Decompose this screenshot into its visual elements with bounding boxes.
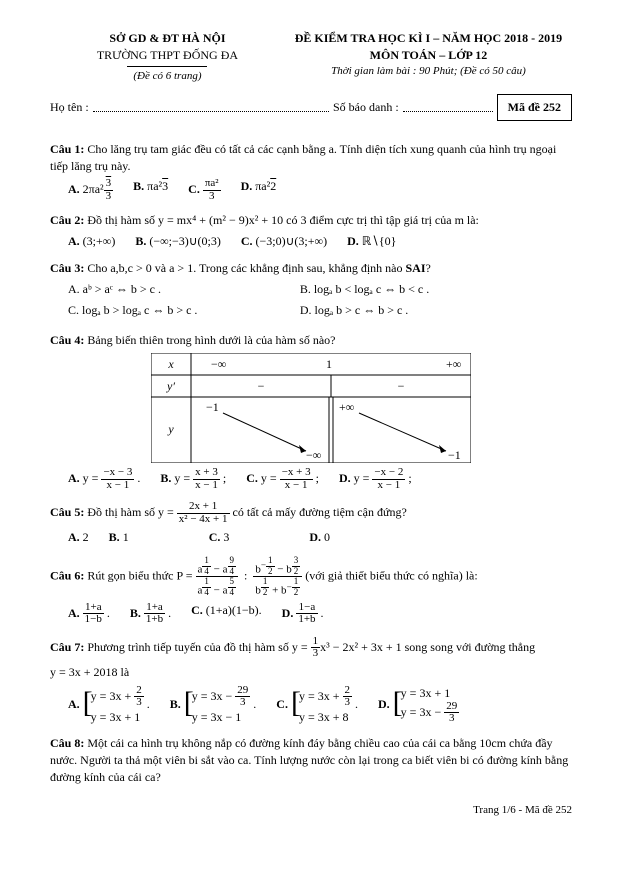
q2-opt-a: A. (3;+∞) xyxy=(68,233,115,250)
page-footer: Trang 1/6 - Mã đề 252 xyxy=(50,803,572,818)
q4-opt-d: D. y = −x − 2x − 1 ; xyxy=(339,467,412,491)
underline-left xyxy=(127,66,207,67)
q5-opt-c: C. 3 xyxy=(209,529,230,546)
q4-opt-a: A. y = −x − 3x − 1 . xyxy=(68,467,140,491)
name-dots xyxy=(93,102,329,112)
exam-subject: MÔN TOÁN – LỚP 12 xyxy=(285,47,572,64)
question-8: Câu 8: Một cái ca hình trụ không nắp có … xyxy=(50,735,572,785)
exam-time: Thời gian làm bài : 90 Phút; (Đề có 50 c… xyxy=(285,64,572,79)
q1-opt-a: A. 2πa²33 xyxy=(68,178,113,202)
q3-label: Câu 3: xyxy=(50,261,84,275)
q5-options: A. 2 B. 1 C. 3 D. 0 xyxy=(68,529,572,546)
q1-options: A. 2πa²33 B. πa²3 C. πa²3 D. πa²2 xyxy=(68,178,572,202)
q7-label: Câu 7: xyxy=(50,640,84,654)
question-5: Câu 5: Đồ thị hàm số y = 2x + 1x² − 4x +… xyxy=(50,501,572,525)
exam-code: Mã đề 252 xyxy=(497,94,572,121)
svg-text:−1: −1 xyxy=(448,448,461,462)
id-dots xyxy=(403,102,493,112)
q1-opt-d: D. πa²2 xyxy=(241,178,277,202)
q5-label: Câu 5: xyxy=(50,505,84,519)
header-left: SỞ GD & ĐT HÀ NỘI TRƯỜNG THPT ĐỐNG ĐA (Đ… xyxy=(50,30,285,84)
q6-opt-d: D. 1−a1+b . xyxy=(282,602,324,626)
variation-table: x y′ y −∞ 1 +∞ − − −1 −∞ +∞ −1 xyxy=(151,353,471,463)
q6-label: Câu 6: xyxy=(50,569,84,583)
exam-title: ĐỀ KIỂM TRA HỌC KÌ I – NĂM HỌC 2018 - 20… xyxy=(285,30,572,47)
q3-options: A. aᵇ > aᶜ ⇔ b > c . B. logₐ b < logₐ c … xyxy=(68,281,572,323)
q1-text: Cho lăng trụ tam giác đều có tất cả các … xyxy=(50,142,556,173)
q4-options: A. y = −x − 3x − 1 . B. y = x + 3x − 1 ;… xyxy=(68,467,572,491)
question-1: Câu 1: Cho lăng trụ tam giác đều có tất … xyxy=(50,141,572,175)
q7-opt-d: D. [y = 3x + 1y = 3x − 293 xyxy=(378,685,459,725)
page-header: SỞ GD & ĐT HÀ NỘI TRƯỜNG THPT ĐỐNG ĐA (Đ… xyxy=(50,30,572,84)
q5-text2: có tất cả mấy đường tiệm cận đứng? xyxy=(230,505,407,519)
q8-text: Một cái ca hình trụ không nắp có đường k… xyxy=(50,736,568,784)
question-4: Câu 4: Bảng biến thiên trong hình dưới l… xyxy=(50,332,572,349)
q1-opt-b: B. πa²3 xyxy=(133,178,168,202)
question-7: Câu 7: Phương trình tiếp tuyến của đồ th… xyxy=(50,636,572,660)
q4-opt-c: C. y = −x + 3x − 1 ; xyxy=(246,467,319,491)
header-right: ĐỀ KIỂM TRA HỌC KÌ I – NĂM HỌC 2018 - 20… xyxy=(285,30,572,84)
q1-label: Câu 1: xyxy=(50,142,84,156)
info-row: Họ tên : Số báo danh : Mã đề 252 xyxy=(50,94,572,121)
q7-text1: Phương trình tiếp tuyến của đồ thị hàm s… xyxy=(87,640,310,654)
q2-options: A. (3;+∞) B. (−∞;−3)∪(0;3) C. (−3;0)∪(3;… xyxy=(68,233,572,250)
question-3: Câu 3: Cho a,b,c > 0 và a > 1. Trong các… xyxy=(50,260,572,277)
pages-note: (Đề có 6 trang) xyxy=(50,69,285,84)
q7-opt-b: B. [y = 3x − 293y = 3x − 1 . xyxy=(170,685,257,725)
q7-opt-c: C. [y = 3x + 23y = 3x + 8 . xyxy=(276,685,358,725)
q5-opt-b: B. 1 xyxy=(109,529,129,546)
q6-opt-b: B. 1+a1+b . xyxy=(130,602,171,626)
q4-opt-b: B. y = x + 3x − 1 ; xyxy=(160,467,226,491)
q6-text1: Rút gọn biểu thức P = xyxy=(87,569,195,583)
q6-options: A. 1+a1−b . B. 1+a1+b . C. (1+a)(1−b). D… xyxy=(68,602,572,626)
q3-text: Cho a,b,c > 0 và a > 1. Trong các khẳng … xyxy=(87,261,405,275)
svg-text:+∞: +∞ xyxy=(446,357,461,371)
q7-line2: y = 3x + 2018 là xyxy=(50,664,572,681)
id-label: Số báo danh : xyxy=(333,99,399,116)
q3-opt-c: C. logₐ b > logₐ c ⇔ b > c . xyxy=(68,302,300,319)
svg-text:+∞: +∞ xyxy=(339,400,354,414)
svg-text:−1: −1 xyxy=(206,400,219,414)
svg-text:−∞: −∞ xyxy=(211,357,226,371)
svg-text:x: x xyxy=(167,357,174,371)
school-name: TRƯỜNG THPT ĐỐNG ĐA xyxy=(50,47,285,64)
dept-name: SỞ GD & ĐT HÀ NỘI xyxy=(50,30,285,47)
q4-label: Câu 4: xyxy=(50,333,84,347)
name-label: Họ tên : xyxy=(50,99,89,116)
svg-text:y′: y′ xyxy=(166,379,175,393)
q7-options: A. [y = 3x + 23y = 3x + 1 . B. [y = 3x −… xyxy=(68,685,572,725)
q6-text2: (với giả thiết biểu thức có nghĩa) là: xyxy=(305,569,477,583)
svg-text:1: 1 xyxy=(326,357,332,371)
svg-text:−: − xyxy=(258,379,265,393)
q1-opt-c: C. πa²3 xyxy=(188,178,220,202)
q7-opt-a: A. [y = 3x + 23y = 3x + 1 . xyxy=(68,685,150,725)
q3-opt-b: B. logₐ b < logₐ c ⇔ b < c . xyxy=(300,281,532,298)
q7-text2: x³ − 2x² + 3x + 1 song song với đường th… xyxy=(320,640,535,654)
question-6: Câu 6: Rút gọn biểu thức P = a14 − a94a1… xyxy=(50,556,572,598)
q2-opt-c: C. (−3;0)∪(3;+∞) xyxy=(241,233,327,250)
q6-opt-c: C. (1+a)(1−b). xyxy=(191,602,262,626)
q3-sai: SAI xyxy=(406,261,426,275)
q6-opt-a: A. 1+a1−b . xyxy=(68,602,110,626)
question-2: Câu 2: Đồ thị hàm số y = mx⁴ + (m² − 9)x… xyxy=(50,212,572,229)
q8-label: Câu 8: xyxy=(50,736,84,750)
svg-text:−: − xyxy=(398,379,405,393)
q5-opt-d: D. 0 xyxy=(309,529,330,546)
q2-text: Đồ thị hàm số y = mx⁴ + (m² − 9)x² + 10 … xyxy=(87,213,479,227)
q4-text: Bảng biến thiên trong hình dưới là của h… xyxy=(87,333,335,347)
svg-text:y: y xyxy=(167,422,174,436)
svg-text:−∞: −∞ xyxy=(306,448,321,462)
q3-opt-d: D. logₐ b > c ⇔ b > c . xyxy=(300,302,532,319)
q2-opt-d: D. ℝ∖{0} xyxy=(347,233,396,250)
q3-opt-a: A. aᵇ > aᶜ ⇔ b > c . xyxy=(68,281,300,298)
q2-label: Câu 2: xyxy=(50,213,84,227)
q5-opt-a: A. 2 xyxy=(68,529,89,546)
q2-opt-b: B. (−∞;−3)∪(0;3) xyxy=(135,233,221,250)
q5-text1: Đồ thị hàm số y = xyxy=(87,505,176,519)
